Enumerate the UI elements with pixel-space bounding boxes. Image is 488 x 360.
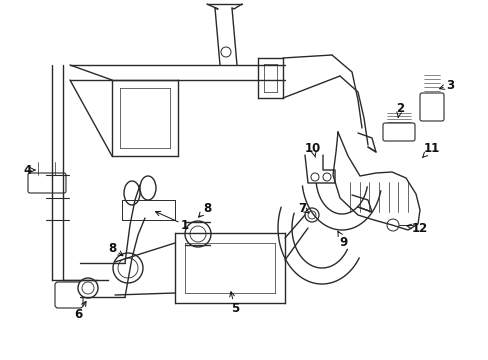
Circle shape <box>386 219 398 231</box>
Text: 5: 5 <box>229 292 239 315</box>
Ellipse shape <box>140 176 156 200</box>
Circle shape <box>78 278 98 298</box>
Circle shape <box>118 258 138 278</box>
Text: 8: 8 <box>198 202 211 217</box>
Circle shape <box>221 47 230 57</box>
Circle shape <box>113 253 142 283</box>
Text: 9: 9 <box>337 231 347 248</box>
FancyBboxPatch shape <box>382 123 414 141</box>
Text: 2: 2 <box>395 102 403 117</box>
Text: 10: 10 <box>304 141 321 157</box>
Text: 11: 11 <box>422 141 439 157</box>
Circle shape <box>307 211 315 219</box>
Circle shape <box>184 221 210 247</box>
Text: 6: 6 <box>74 301 86 321</box>
FancyBboxPatch shape <box>55 282 83 308</box>
Circle shape <box>310 173 318 181</box>
FancyBboxPatch shape <box>419 93 443 121</box>
Text: 12: 12 <box>406 221 427 234</box>
Ellipse shape <box>124 181 140 205</box>
Circle shape <box>305 208 318 222</box>
Circle shape <box>190 226 205 242</box>
Text: 4: 4 <box>24 163 35 176</box>
FancyBboxPatch shape <box>28 173 66 193</box>
Text: 3: 3 <box>439 78 453 91</box>
Text: 1: 1 <box>155 211 189 231</box>
Text: 8: 8 <box>108 242 122 256</box>
Circle shape <box>323 173 330 181</box>
Circle shape <box>82 282 94 294</box>
Text: 7: 7 <box>297 202 308 215</box>
